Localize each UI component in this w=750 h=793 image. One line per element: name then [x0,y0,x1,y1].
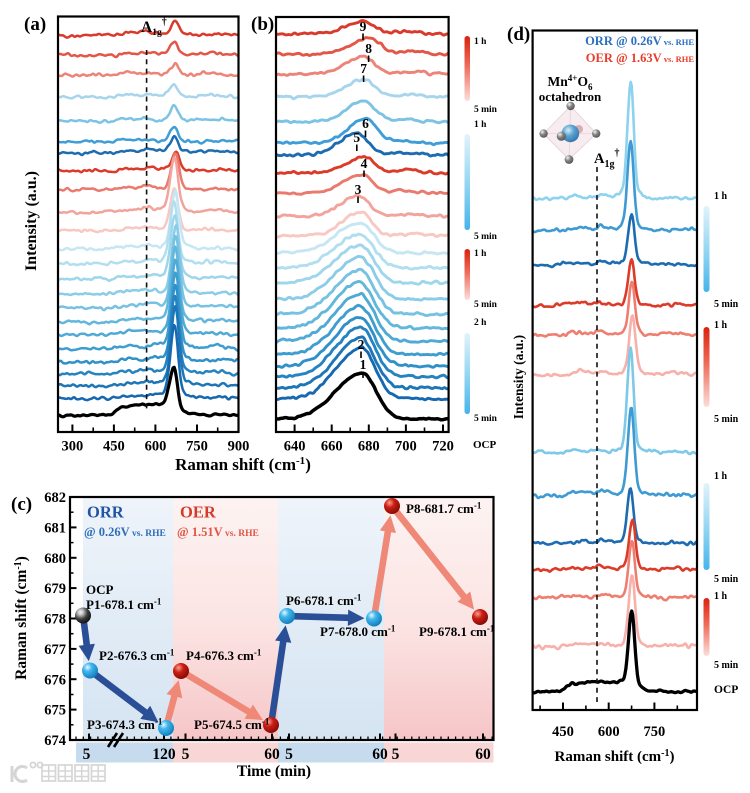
svg-text:681: 681 [44,520,66,536]
svg-text:5 min: 5 min [714,299,739,310]
svg-text:P2-676.3 cm-1: P2-676.3 cm-1 [99,648,175,664]
svg-text:Raman shift (cm-1): Raman shift (cm-1) [13,556,30,680]
svg-text:OCP: OCP [714,684,738,696]
svg-text:Raman shift (cm-1): Raman shift (cm-1) [175,455,311,474]
svg-text:60: 60 [264,746,280,763]
svg-text:675: 675 [44,703,66,719]
svg-text:450: 450 [103,439,125,455]
svg-text:P5-674.5 cm-1: P5-674.5 cm-1 [194,717,270,733]
svg-text:600: 600 [598,724,620,740]
svg-text:Intensity (a.u.): Intensity (a.u.) [511,335,526,419]
svg-text:60: 60 [372,746,388,763]
svg-text:750: 750 [186,439,208,455]
svg-text:2: 2 [358,337,365,352]
svg-text:680: 680 [44,551,66,567]
svg-text:7: 7 [360,61,367,76]
svg-text:5 min: 5 min [474,232,498,242]
svg-text:1 h: 1 h [474,249,487,259]
svg-text:2 h: 2 h [474,318,487,328]
svg-text:Time (min): Time (min) [237,763,311,780]
svg-text:5: 5 [353,130,360,145]
svg-text:Mn4+O6: Mn4+O6 [548,73,593,92]
svg-text:P9-678.1 cm-1: P9-678.1 cm-1 [419,624,495,640]
svg-text:5 min: 5 min [474,300,498,310]
svg-text:1 h: 1 h [714,471,728,482]
svg-text:4: 4 [361,156,368,171]
svg-text:P4-676.3 cm-1: P4-676.3 cm-1 [186,648,262,664]
svg-text:Intensity (a.u.): Intensity (a.u.) [23,171,40,271]
svg-text:5 min: 5 min [714,660,739,671]
svg-text:@ 1.51V vs. RHE: @ 1.51V vs. RHE [177,525,259,539]
svg-text:5: 5 [83,746,91,763]
svg-text:@ 0.26V vs. RHE: @ 0.26V vs. RHE [84,525,166,539]
svg-text:P1-678.1 cm-1: P1-678.1 cm-1 [86,597,162,613]
svg-text:(b): (b) [251,14,274,35]
svg-text:OCP: OCP [473,439,497,451]
svg-text:octahedron: octahedron [539,89,602,104]
svg-text:660: 660 [321,439,343,455]
svg-text:640: 640 [284,439,306,455]
svg-text:5: 5 [182,746,190,763]
svg-text:3: 3 [355,182,362,197]
svg-text:ORR @ 0.26V vs. RHE: ORR @ 0.26V vs. RHE [585,34,694,48]
svg-text:6: 6 [362,116,369,131]
svg-text:750: 750 [644,724,666,740]
svg-text:674: 674 [44,733,66,749]
svg-text:(d): (d) [507,24,530,45]
svg-text:5: 5 [392,746,400,763]
svg-text:720: 720 [432,439,454,455]
svg-text:450: 450 [552,724,574,740]
svg-text:8: 8 [365,41,372,56]
svg-text:P8-681.7 cm-1: P8-681.7 cm-1 [406,501,482,517]
svg-text:5 min: 5 min [714,414,739,425]
svg-text:900: 900 [228,439,250,455]
svg-text:676: 676 [44,672,66,688]
svg-text:OER @ 1.63V vs. RHE: OER @ 1.63V vs. RHE [586,51,695,65]
svg-text:5 min: 5 min [714,574,739,585]
svg-text:P3-674.3 cm-1: P3-674.3 cm-1 [87,717,163,733]
svg-text:P6-678.1 cm-1: P6-678.1 cm-1 [286,593,362,609]
svg-text:679: 679 [44,581,66,597]
svg-text:1 h: 1 h [474,37,487,47]
svg-text:(c): (c) [11,494,32,515]
svg-text:680: 680 [358,439,380,455]
svg-text:5 min: 5 min [474,414,498,424]
svg-text:5 min: 5 min [474,105,498,115]
svg-text:ORR: ORR [87,503,125,522]
svg-text:600: 600 [145,439,167,455]
svg-text:OER: OER [180,503,217,522]
svg-text:1 h: 1 h [714,320,728,331]
svg-text:1: 1 [360,357,367,372]
svg-text:OCP: OCP [86,582,114,597]
svg-text:300: 300 [62,439,84,455]
svg-text:60: 60 [475,746,491,763]
svg-text:9: 9 [360,19,367,34]
svg-text:(a): (a) [24,14,46,35]
svg-text:1 h: 1 h [474,120,487,130]
svg-text:700: 700 [395,439,417,455]
svg-text:682: 682 [44,490,66,506]
svg-text:5: 5 [285,746,293,763]
svg-text:1 h: 1 h [714,591,728,602]
svg-text:P7-678.0 cm-1: P7-678.0 cm-1 [320,624,396,640]
svg-text:1 h: 1 h [714,191,728,202]
svg-text:678: 678 [44,612,66,628]
svg-text:Raman shift (cm-1): Raman shift (cm-1) [555,748,675,765]
svg-text:120: 120 [152,746,176,763]
svg-text:677: 677 [44,642,66,658]
